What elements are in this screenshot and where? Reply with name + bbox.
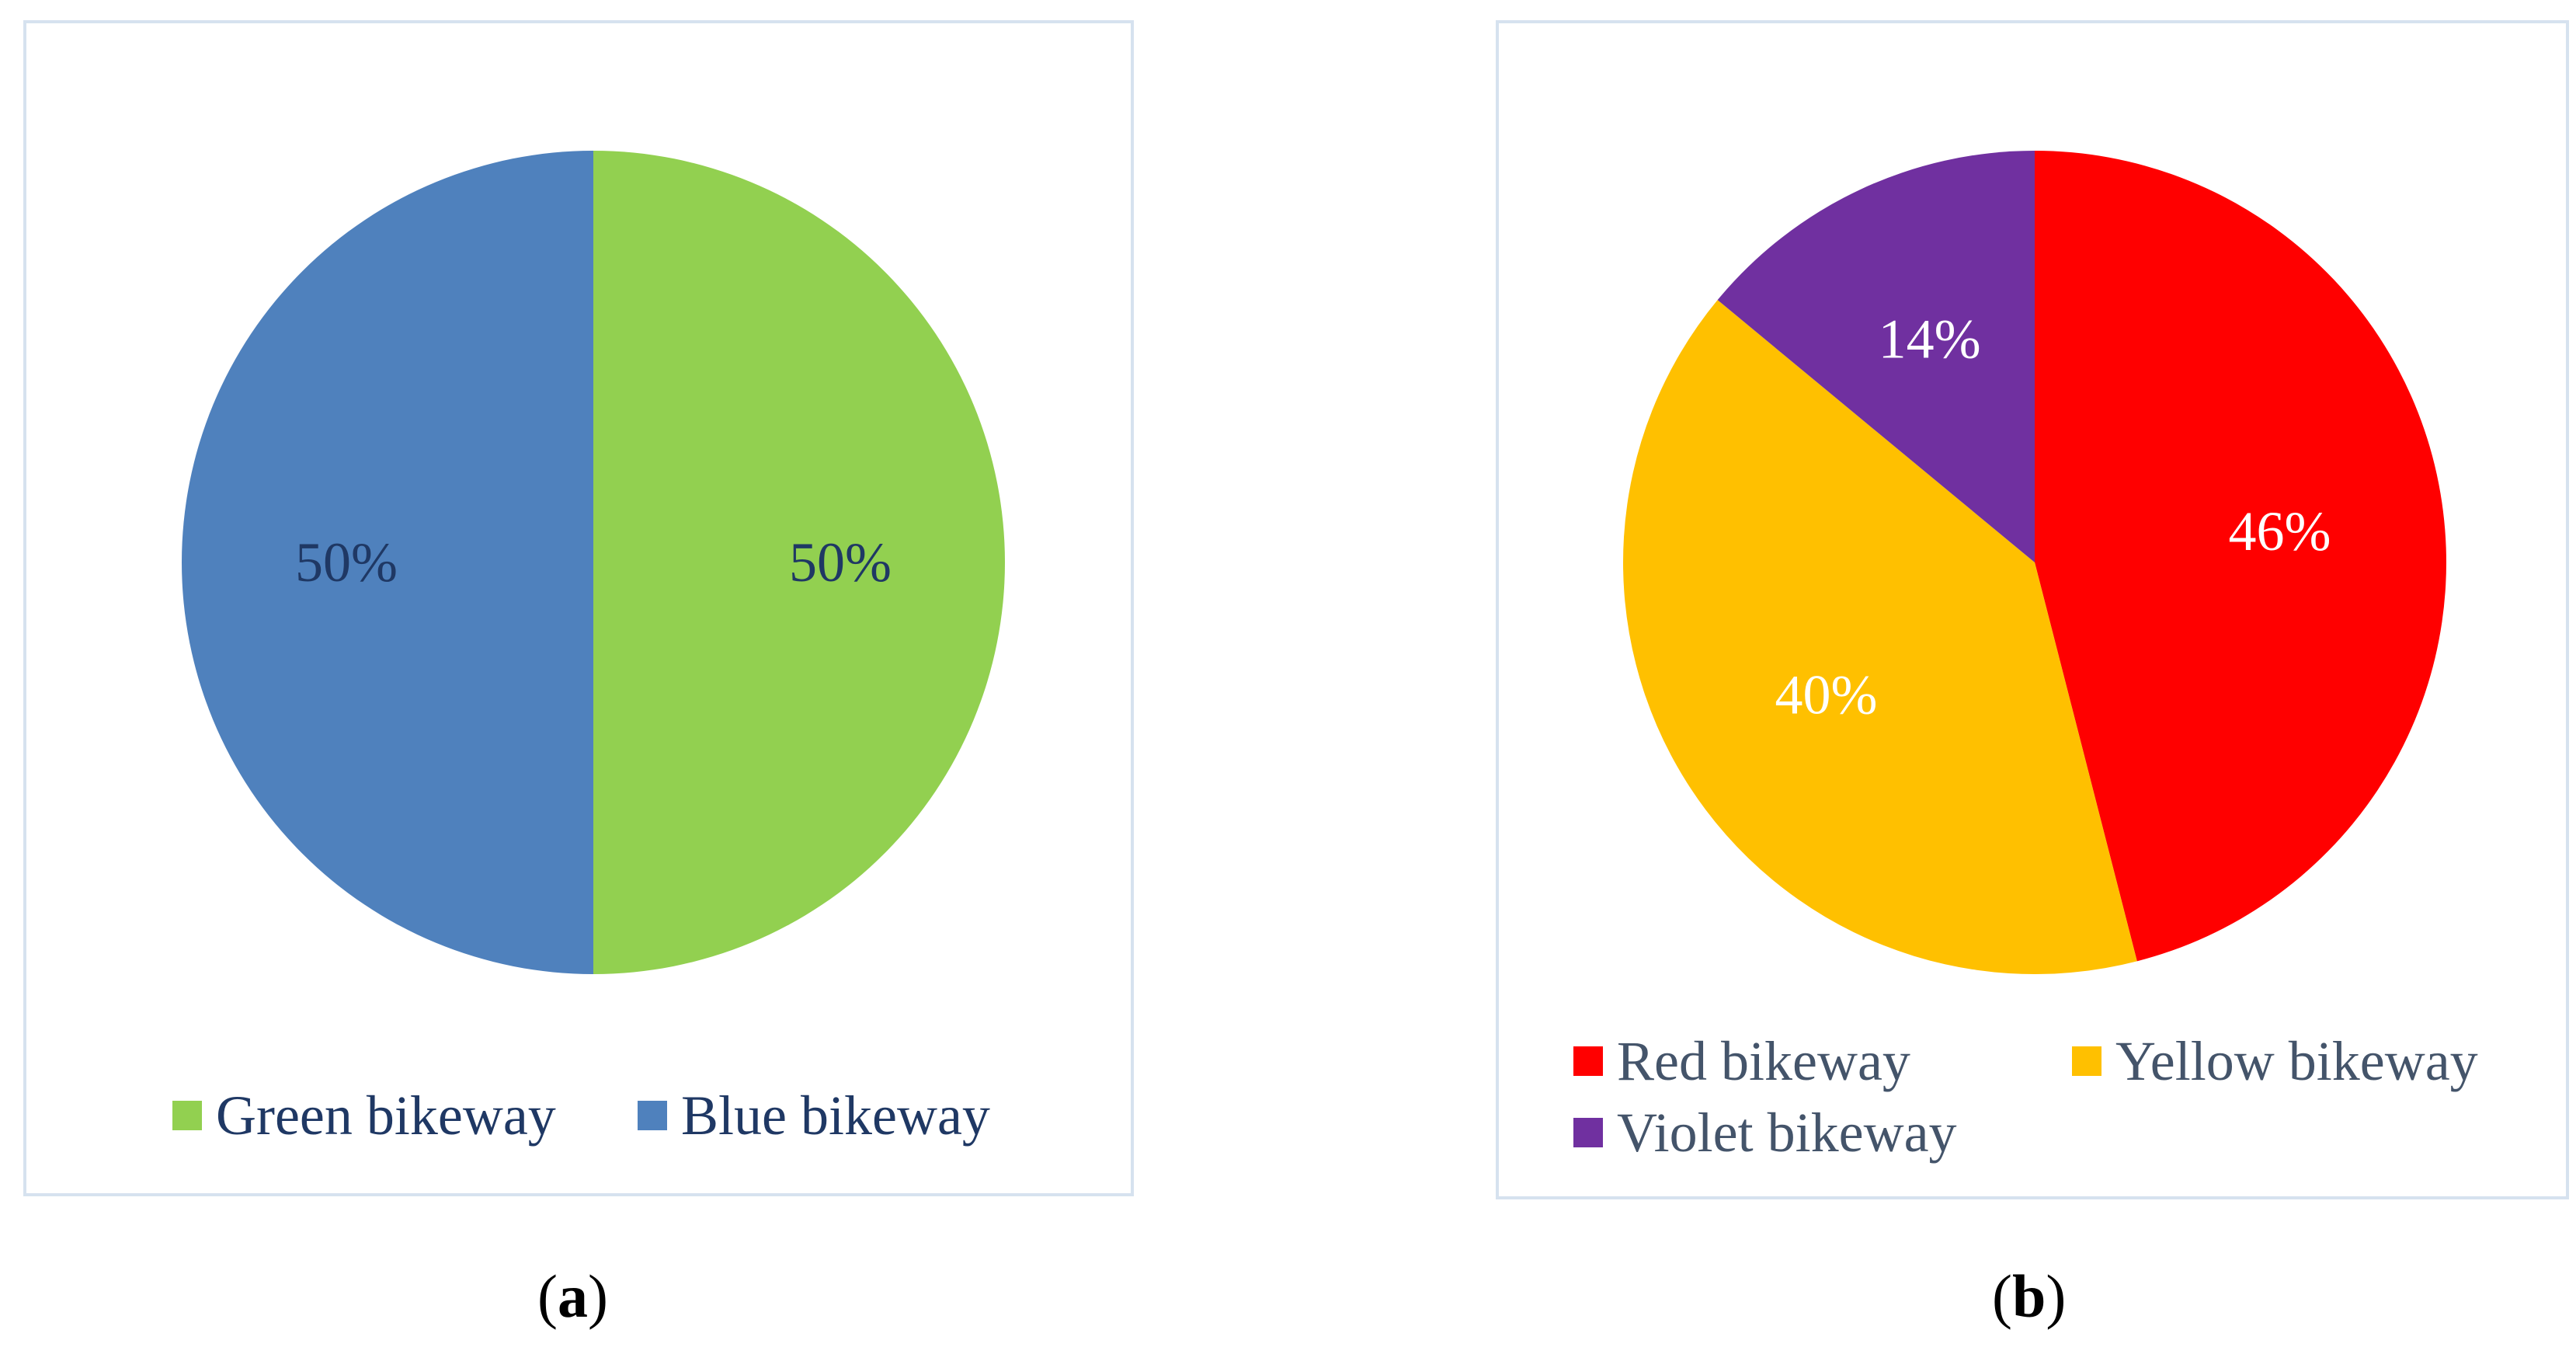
pie-slice-red-bikeway (2035, 151, 2447, 962)
legend-label: Green bikeway (216, 1084, 556, 1147)
chart-panel-b: 46% 40% 14% Red bikeway Yellow bikeway Vio… (1496, 20, 2569, 1199)
pie-slice-violet-bikeway (1717, 151, 2035, 562)
data-label: 40% (1775, 663, 1878, 726)
caption-close: ) (587, 1262, 608, 1330)
pie-slice-green-bikeway (593, 151, 1005, 974)
caption-letter: a (557, 1262, 588, 1330)
legend-label: Blue bikeway (681, 1084, 990, 1147)
legend-swatch (172, 1101, 202, 1130)
legend-label: Red bikeway (1617, 1030, 1910, 1092)
legend-item-violet: Violet bikeway (1573, 1105, 1957, 1161)
pie-slice-blue-bikeway (182, 151, 593, 974)
data-label: 50% (789, 531, 892, 593)
caption-letter: b (2011, 1262, 2046, 1330)
legend-item-yellow: Yellow bikeway (2072, 1033, 2478, 1089)
legend-swatch (638, 1101, 667, 1130)
chart-panel-a: 50% 50% Green bikeway Blue bikeway (23, 20, 1134, 1196)
legend-swatch (1573, 1046, 1603, 1076)
legend-item-red: Red bikeway (1573, 1033, 1910, 1089)
legend-item-blue: Blue bikeway (638, 1088, 990, 1143)
caption-a: (a) (537, 1266, 608, 1327)
pie-chart-b: 46% 40% 14% (1623, 151, 2447, 975)
legend-label: Yellow bikeway (2115, 1030, 2478, 1092)
data-label: 46% (2229, 500, 2331, 562)
caption-b: (b) (1992, 1266, 2066, 1327)
caption-close: ) (2046, 1262, 2067, 1330)
caption-open: ( (537, 1262, 558, 1330)
legend-label: Violet bikeway (1617, 1102, 1957, 1164)
pie-chart-a: 50% 50% (182, 151, 1005, 974)
data-label: 50% (295, 531, 398, 593)
pie-slice-yellow-bikeway (1623, 300, 2137, 975)
legend-swatch (1573, 1118, 1603, 1147)
data-label: 14% (1879, 308, 1981, 370)
caption-open: ( (1992, 1262, 2012, 1330)
legend-item-green: Green bikeway (172, 1088, 556, 1143)
legend-swatch (2072, 1046, 2101, 1076)
